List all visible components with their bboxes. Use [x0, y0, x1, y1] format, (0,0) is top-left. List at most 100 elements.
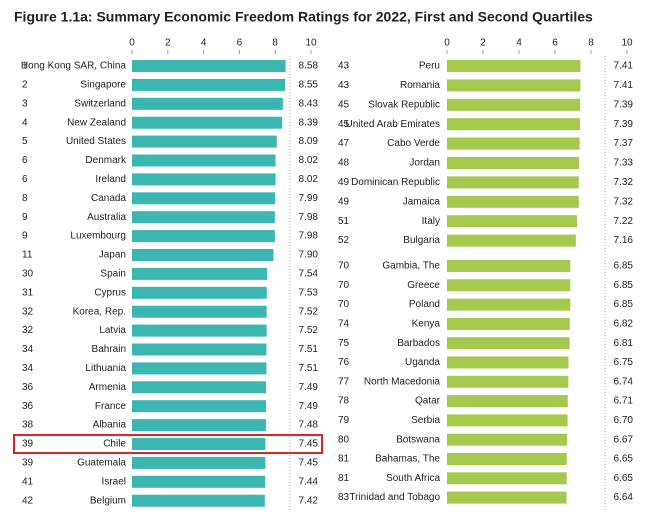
category-label: Slovak Republic — [368, 99, 440, 110]
bar — [132, 267, 267, 280]
value-label: 6.75 — [614, 357, 634, 368]
rank-label: 3 — [22, 98, 28, 109]
value-label: 7.33 — [614, 158, 634, 169]
bar — [447, 414, 568, 427]
value-label: 7.39 — [614, 99, 634, 110]
bar — [132, 343, 267, 356]
bar — [447, 279, 571, 292]
value-label: 6.65 — [614, 454, 634, 465]
category-label: Bahamas, The — [375, 454, 440, 465]
rank-label: 76 — [338, 357, 350, 368]
rank-label: 9 — [22, 212, 28, 223]
category-label: Serbia — [411, 415, 440, 426]
rank-label: 43 — [338, 61, 350, 72]
bar — [447, 118, 581, 131]
value-label: 7.49 — [299, 401, 319, 412]
rank-label: 81 — [338, 454, 350, 465]
category-label: Korea, Rep. — [73, 306, 126, 317]
bar — [447, 433, 568, 446]
value-label: 7.41 — [614, 61, 634, 72]
category-label: Guatemala — [77, 458, 126, 469]
value-label: 7.39 — [614, 119, 634, 130]
value-label: 6.70 — [614, 415, 634, 426]
rank-label: 36 — [22, 382, 34, 393]
x-tick-label: 10 — [621, 38, 633, 49]
rank-label: 4 — [22, 117, 28, 128]
bar — [447, 98, 581, 111]
value-label: 7.49 — [299, 382, 319, 393]
rank-label: 81 — [338, 473, 350, 484]
bar — [132, 78, 286, 91]
category-label: Luxembourg — [70, 231, 126, 242]
bar — [447, 356, 569, 369]
category-label: Israel — [102, 476, 126, 487]
category-label: Japan — [99, 250, 126, 261]
value-label: 7.51 — [299, 363, 319, 374]
bar — [132, 154, 276, 167]
value-label: 7.98 — [299, 212, 319, 223]
bar — [447, 215, 577, 228]
value-label: 8.09 — [299, 136, 319, 147]
rank-label: 1 — [22, 61, 28, 72]
rank-label: 39 — [22, 458, 34, 469]
x-tick-label: 4 — [516, 38, 522, 49]
rank-label: 6 — [22, 155, 28, 166]
category-label: Jordan — [409, 158, 440, 169]
category-label: Armenia — [89, 382, 127, 393]
bar — [132, 324, 267, 337]
category-label: Poland — [409, 299, 440, 310]
category-label: Latvia — [99, 325, 126, 336]
value-label: 7.45 — [299, 458, 319, 469]
value-label: 7.16 — [614, 235, 634, 246]
bar — [447, 375, 569, 388]
bar — [447, 337, 570, 350]
value-label: 7.44 — [299, 476, 319, 487]
value-label: 7.90 — [299, 250, 319, 261]
rank-label: 32 — [22, 306, 34, 317]
rank-label: 2 — [22, 80, 28, 91]
value-label: 8.58 — [299, 61, 319, 72]
bar — [447, 472, 567, 485]
bar — [447, 60, 581, 72]
rank-label: 74 — [338, 319, 350, 330]
value-label: 8.55 — [299, 80, 319, 91]
value-label: 8.39 — [299, 117, 319, 128]
bar — [447, 234, 576, 247]
category-label: Belgium — [90, 495, 126, 506]
bar — [447, 453, 567, 465]
category-label: United States — [66, 136, 126, 147]
value-label: 6.67 — [614, 434, 634, 445]
value-label: 7.54 — [299, 269, 319, 280]
category-label: Greece — [407, 280, 440, 291]
category-label: Romania — [400, 80, 440, 91]
category-label: Singapore — [80, 80, 126, 91]
bar — [447, 195, 579, 208]
category-label: Switzerland — [74, 98, 126, 109]
bar — [132, 116, 283, 129]
bar — [132, 97, 283, 110]
bar — [447, 260, 571, 272]
category-label: Albania — [93, 420, 127, 431]
category-label: Kenya — [412, 319, 441, 330]
category-label: Dominican Republic — [351, 177, 440, 188]
rank-label: 39 — [22, 439, 34, 450]
value-label: 6.85 — [614, 299, 634, 310]
rank-label: 42 — [22, 495, 34, 506]
bar — [447, 157, 579, 169]
rank-label: 51 — [338, 216, 350, 227]
value-label: 7.53 — [299, 287, 319, 298]
category-label: Chile — [103, 439, 126, 450]
value-label: 6.64 — [614, 492, 634, 503]
value-label: 7.51 — [299, 344, 319, 355]
value-label: 6.65 — [614, 473, 634, 484]
bar — [132, 419, 266, 432]
rank-label: 83 — [338, 492, 350, 503]
rank-label: 49 — [338, 196, 350, 207]
x-tick-label: 8 — [588, 38, 594, 49]
bar — [447, 395, 568, 408]
rank-label: 31 — [22, 287, 34, 298]
bar — [132, 211, 275, 224]
rank-label: 36 — [22, 401, 34, 412]
x-tick-label: 2 — [480, 38, 486, 49]
